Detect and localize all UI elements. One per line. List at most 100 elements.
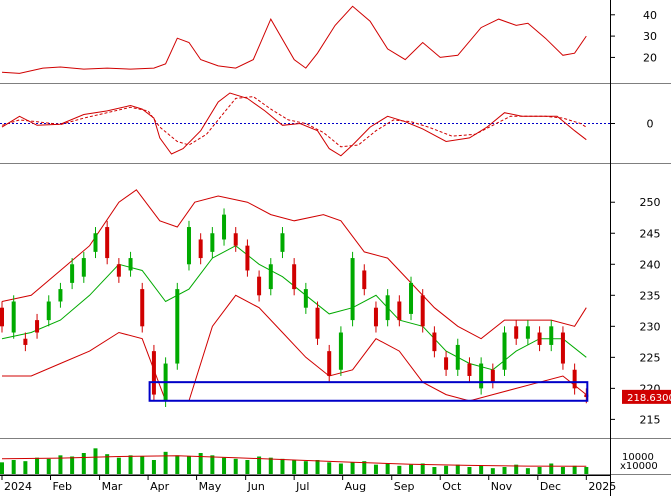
volume-bar — [268, 457, 273, 474]
candle-body — [186, 227, 191, 265]
candle-body — [549, 326, 554, 345]
volume-bar — [58, 455, 63, 474]
volume-bar — [280, 458, 285, 474]
volume-bar — [584, 467, 589, 474]
y-tick-label: 20 — [643, 51, 657, 64]
candle-body — [292, 264, 297, 290]
candle-body — [514, 326, 519, 339]
candle-body — [268, 264, 273, 290]
volume-bar — [397, 465, 402, 474]
volume-bar — [455, 464, 460, 474]
candle-body — [338, 332, 343, 370]
volume-bar — [105, 454, 110, 474]
x-tick-label: Feb — [52, 480, 71, 493]
volume-bar — [315, 460, 320, 474]
volume-bar — [93, 448, 98, 474]
y-tick-label: 230 — [640, 320, 661, 333]
y-tick-label: 0 — [647, 118, 654, 131]
candle-body — [350, 258, 355, 321]
volume-bar — [151, 460, 156, 474]
macd-line — [1, 92, 587, 157]
volume-bar — [490, 468, 495, 474]
last-price-tag — [622, 389, 671, 404]
candle-body — [409, 282, 414, 314]
candle-body — [198, 239, 203, 259]
volume-bar — [338, 463, 343, 474]
volume-bar — [373, 464, 378, 474]
candle-body — [432, 332, 437, 352]
candle-body — [116, 264, 121, 277]
candle-body — [140, 289, 145, 327]
volume-bar — [303, 461, 308, 474]
candle-body — [560, 332, 565, 364]
x-tick-label: 2024 — [4, 480, 32, 493]
candle-body — [315, 307, 320, 339]
candle-body — [444, 357, 449, 370]
candle-body — [479, 363, 484, 389]
candle-body — [151, 351, 156, 395]
candle-body — [537, 332, 542, 345]
candle-body — [467, 363, 472, 376]
volume-bar — [116, 457, 121, 474]
candle-body — [233, 233, 238, 246]
y-tick-label: 240 — [640, 258, 661, 271]
rsi-line — [1, 5, 587, 74]
volume-bar — [385, 463, 390, 474]
x-tick-label: Sep — [394, 480, 415, 493]
volume-bar — [362, 461, 367, 474]
x-tick-label: 2025 — [588, 480, 616, 493]
rsi-panel: 20 30 40 — [1, 5, 657, 74]
volume-bar — [502, 467, 507, 474]
volume-bar — [46, 458, 51, 474]
candle-body — [245, 245, 250, 271]
volume-bar — [537, 467, 542, 474]
volume-bar — [572, 465, 577, 474]
candle-body — [362, 270, 367, 290]
candle-body — [58, 289, 63, 302]
y-tick-label: 40 — [643, 9, 657, 22]
volume-bar — [549, 463, 554, 474]
volume-bar — [514, 464, 519, 474]
volume-bar — [11, 460, 16, 474]
candle-body — [70, 264, 75, 283]
candle-body — [373, 307, 378, 327]
candle-body — [128, 258, 133, 271]
candle-body — [35, 320, 40, 333]
volume-bar — [420, 463, 425, 474]
macd-signal-line — [1, 96, 587, 148]
volume-bar — [409, 464, 414, 474]
volume-bar — [210, 455, 215, 474]
volume-bar — [0, 462, 4, 474]
volume-bar — [175, 455, 180, 474]
x-axis: 2024 Feb Mar Apr May Jun Jul Aug Sep Oct Nov Dec 202… — [0, 475, 616, 493]
volume-bar — [467, 467, 472, 474]
last-price-label: 218.6300 — [627, 393, 671, 404]
candle-body — [23, 338, 28, 345]
candle-body — [81, 258, 86, 277]
volume-bar — [128, 455, 133, 474]
volume-bar — [444, 465, 449, 474]
candle-body — [385, 295, 390, 321]
volume-bar — [186, 456, 191, 474]
candle-body — [11, 301, 16, 333]
x-tick-label: Apr — [150, 480, 170, 493]
candle-body — [105, 227, 110, 259]
candle-body — [490, 369, 495, 383]
candle-body — [257, 276, 262, 296]
candle-body — [93, 233, 98, 252]
volume-bar — [70, 456, 75, 474]
volume-bar — [23, 461, 28, 474]
y-tick-label: 225 — [640, 351, 661, 364]
volume-bar — [233, 458, 238, 474]
bollinger-upper — [1, 189, 587, 340]
volume-bar — [222, 457, 227, 474]
candle-body — [525, 326, 530, 339]
candle-body — [210, 233, 215, 252]
x-tick-label: Oct — [442, 480, 462, 493]
volume-bar — [140, 456, 145, 474]
x-tick-label: Mar — [102, 480, 123, 493]
